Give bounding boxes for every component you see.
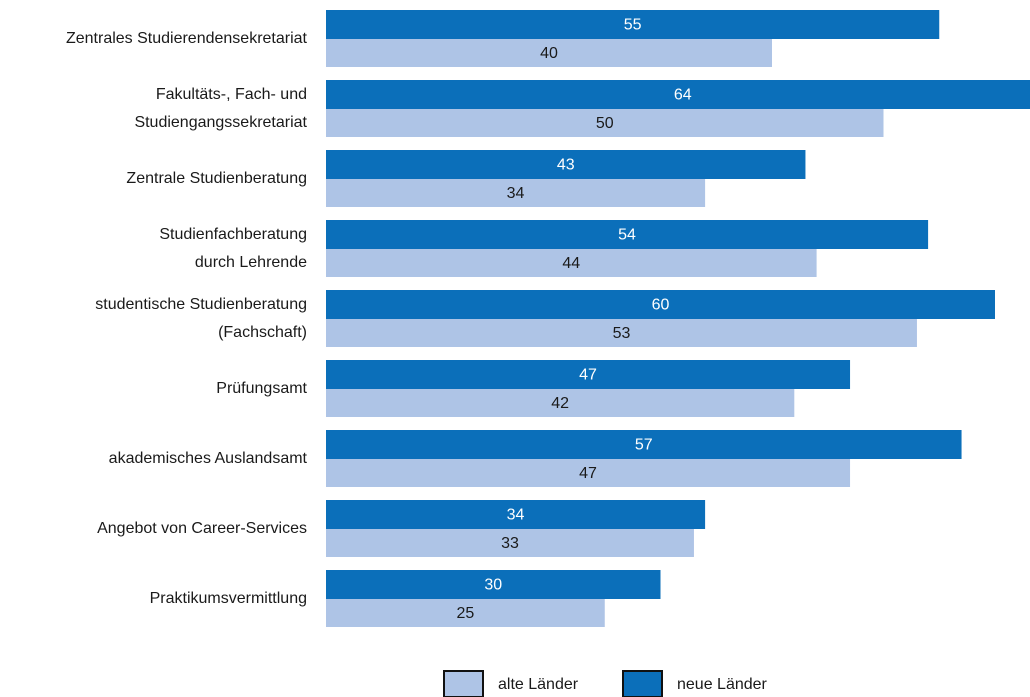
value-label: 57	[635, 437, 653, 454]
value-label: 43	[557, 157, 575, 174]
bar	[326, 249, 817, 277]
value-label: 40	[540, 45, 558, 62]
category-label: Studiengangssekretariat	[134, 114, 307, 131]
bar	[326, 39, 772, 67]
category-label: (Fachschaft)	[218, 324, 307, 341]
bar	[326, 389, 795, 417]
value-label: 34	[507, 185, 525, 202]
value-label: 33	[501, 535, 519, 552]
bar	[326, 529, 694, 557]
category-label: Studienfachberatung	[159, 226, 307, 243]
value-label: 47	[579, 465, 597, 482]
value-label: 53	[613, 325, 631, 342]
value-label: 64	[674, 87, 692, 104]
category-label: Angebot von Career-Services	[97, 520, 307, 537]
value-label: 25	[456, 605, 474, 622]
bar	[326, 319, 917, 347]
bar	[326, 500, 706, 529]
category-label: Praktikumsvermittlung	[150, 590, 307, 607]
bar	[326, 150, 806, 179]
bar	[326, 459, 851, 487]
value-label: 50	[596, 115, 614, 132]
category-label: durch Lehrende	[195, 254, 307, 271]
legend-label: neue Länder	[677, 676, 768, 693]
bar	[326, 179, 706, 207]
legend-swatch	[622, 670, 663, 697]
bar	[326, 570, 661, 599]
bar	[326, 10, 940, 39]
category-label: Fakultäts-, Fach- und	[156, 86, 307, 103]
value-label: 42	[551, 395, 569, 412]
value-label: 34	[507, 507, 525, 524]
bar	[326, 220, 929, 249]
value-label: 30	[484, 577, 502, 594]
category-label: Prüfungsamt	[216, 380, 307, 397]
value-label: 47	[579, 367, 597, 384]
legend-label: alte Länder	[498, 676, 579, 693]
category-label: akademisches Auslandsamt	[109, 450, 308, 467]
category-label: Zentrales Studierendensekretariat	[66, 30, 308, 47]
category-label: studentische Studienberatung	[95, 296, 307, 313]
bar	[326, 360, 851, 389]
legend-swatch	[443, 670, 484, 697]
bar	[326, 109, 884, 137]
bar	[326, 290, 995, 319]
bar	[326, 430, 962, 459]
value-label: 60	[652, 297, 670, 314]
value-label: 44	[562, 255, 580, 272]
bar	[326, 80, 1030, 109]
value-label: 55	[624, 17, 642, 34]
category-label: Zentrale Studienberatung	[126, 170, 307, 187]
bar	[326, 599, 605, 627]
value-label: 54	[618, 227, 636, 244]
